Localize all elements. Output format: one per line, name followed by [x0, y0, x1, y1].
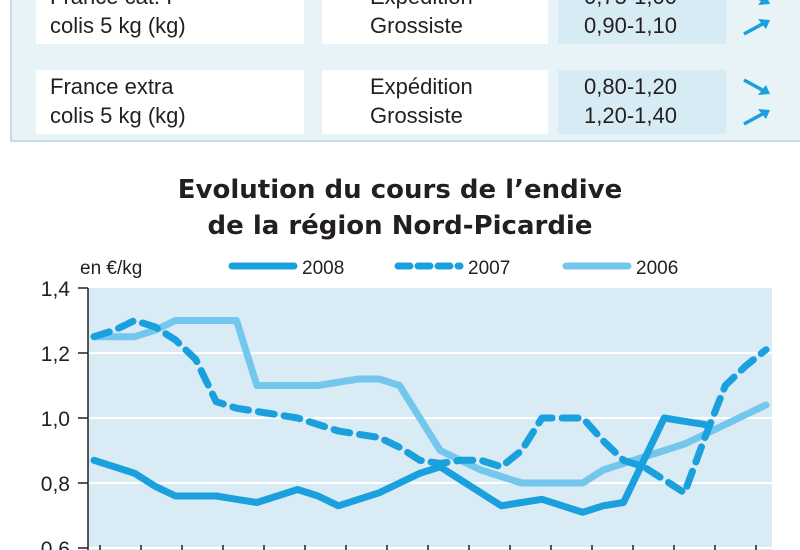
chart-panel: Evolution du cours de l’endive de la rég…	[10, 163, 790, 550]
price-row-extra: France extra colis 5 kg (kg) Expédition …	[36, 70, 796, 134]
price-grossiste: 1,20-1,40	[584, 103, 677, 128]
product-name: France cat. I	[50, 0, 172, 11]
product-cell: France cat. I colis 5 kg (kg)	[36, 0, 304, 44]
stage-grossiste: Grossiste	[370, 103, 463, 128]
product-packaging: colis 5 kg (kg)	[50, 13, 186, 38]
price-cell: 0,80-1,20 1,20-1,40	[558, 70, 726, 134]
price-expedition: 0,80-1,20	[584, 74, 677, 99]
price-row-cat-1: France cat. I colis 5 kg (kg) Expédition…	[36, 0, 796, 44]
price-grossiste: 0,90-1,10	[584, 13, 677, 38]
arrow-down-right-icon	[758, 0, 770, 5]
series-line-2008	[90, 414, 709, 516]
legend-label-2008: 2008	[302, 258, 344, 279]
y-unit-label: en €/kg	[80, 258, 142, 279]
trend-cell	[730, 0, 796, 44]
series-line-2006	[90, 317, 770, 487]
legend-label-2006: 2006	[636, 258, 678, 279]
stage-cell: Expédition Grossiste	[322, 0, 548, 44]
legend-label-2007: 2007	[468, 258, 510, 279]
stage-expedition: Expédition	[370, 0, 473, 11]
product-packaging: colis 5 kg (kg)	[50, 103, 186, 128]
arrow-up-right-icon	[743, 19, 770, 36]
line-chart: 1,4 1,2 1,0 0,8 0,6 en €/kg 2008 2007 2006	[41, 258, 772, 550]
chart-title: Evolution du cours de l’endive	[177, 175, 623, 205]
price-cell: 0,75-1,00 0,90-1,10	[558, 0, 726, 44]
y-tick-label: 0,6	[41, 538, 70, 550]
price-expedition: 0,75-1,00	[584, 0, 677, 11]
y-tick-label: 1,4	[41, 278, 71, 301]
price-table: France cat. I colis 5 kg (kg) Expédition…	[10, 0, 800, 142]
stage-expedition: Expédition	[370, 74, 473, 99]
product-name: France extra	[50, 74, 174, 99]
stage-grossiste: Grossiste	[370, 13, 463, 38]
chart-subtitle: de la région Nord-Picardie	[207, 211, 593, 241]
series-line-2007	[90, 317, 770, 497]
y-tick-label: 0,8	[41, 473, 70, 496]
y-tick-label: 1,2	[41, 343, 70, 366]
product-cell: France extra colis 5 kg (kg)	[36, 70, 304, 134]
stage-cell: Expédition Grossiste	[322, 70, 548, 134]
arrow-up-right-icon	[743, 109, 770, 126]
arrow-down-right-icon	[743, 78, 770, 95]
trend-cell	[730, 70, 796, 134]
y-tick-label: 1,0	[41, 408, 70, 431]
